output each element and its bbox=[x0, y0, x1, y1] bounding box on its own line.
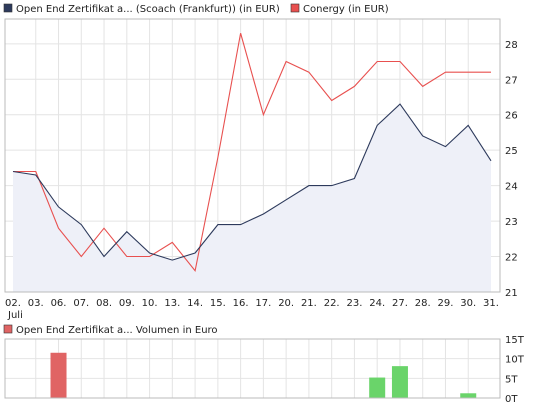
x-tick-label: 27. bbox=[392, 298, 408, 309]
legend-swatch-volume bbox=[3, 324, 13, 334]
y-tick-label: 28 bbox=[505, 40, 518, 51]
x-tick-label: 30. bbox=[460, 298, 476, 309]
price-y-axis: 21 22 23 24 25 26 27 28 bbox=[505, 40, 518, 299]
volume-bars bbox=[50, 352, 477, 398]
x-tick-label: 14. bbox=[187, 298, 203, 309]
x-tick-label: 20. bbox=[278, 298, 294, 309]
legend: Open End Zertifikat a... (Scoach (Frankf… bbox=[3, 3, 389, 15]
x-tick-label: 10. bbox=[142, 298, 158, 309]
x-tick-label: 28. bbox=[415, 298, 431, 309]
x-tick-label: 03. bbox=[28, 298, 44, 309]
x-tick-label: 15. bbox=[210, 298, 226, 309]
volume-y-tick-label: 5T bbox=[505, 374, 518, 385]
y-tick-label: 27 bbox=[505, 75, 518, 86]
legend-label-series1: Open End Zertifikat a... (Scoach (Frankf… bbox=[16, 4, 280, 15]
volume-bar bbox=[369, 377, 386, 398]
month-label: Juli bbox=[7, 310, 23, 321]
volume-y-axis: 0T 5T 10T 15T bbox=[505, 335, 525, 405]
x-tick-label: 31. bbox=[483, 298, 499, 309]
volume-chart-panel: Open End Zertifikat a... Volumen in Euro… bbox=[3, 324, 525, 405]
series2-line bbox=[13, 33, 491, 272]
x-tick-label: 22. bbox=[324, 298, 340, 309]
x-tick-label: 17. bbox=[255, 298, 271, 309]
x-tick-label: 21. bbox=[301, 298, 317, 309]
legend-label-volume: Open End Zertifikat a... Volumen in Euro bbox=[16, 325, 218, 336]
y-tick-label: 26 bbox=[505, 111, 518, 122]
volume-grid bbox=[5, 339, 500, 398]
volume-bar bbox=[460, 393, 477, 398]
x-tick-label: 16. bbox=[233, 298, 249, 309]
y-tick-label: 22 bbox=[505, 253, 518, 264]
x-tick-label: 24. bbox=[369, 298, 385, 309]
x-tick-label: 29. bbox=[438, 298, 454, 309]
x-tick-label: 09. bbox=[119, 298, 135, 309]
y-tick-label: 23 bbox=[505, 217, 518, 228]
volume-bar bbox=[50, 352, 67, 398]
price-chart-frame bbox=[4, 18, 501, 293]
legend-label-series2: Conergy (in EUR) bbox=[303, 4, 389, 15]
date-x-axis: 02. 03. 06. 07. 08. 09. 10. 13. 14. 15. 16. 17. 20. 2… bbox=[5, 298, 499, 309]
y-tick-label: 25 bbox=[505, 146, 518, 157]
volume-y-tick-label: 10T bbox=[505, 355, 525, 366]
x-tick-label: 13. bbox=[164, 298, 180, 309]
legend-swatch-series1 bbox=[3, 3, 13, 13]
series1-area bbox=[13, 104, 491, 292]
price-chart-panel: 21 22 23 24 25 26 27 28 02. 03. 06. 07. 08. 09. 10. 13… bbox=[4, 18, 518, 321]
legend-swatch-series2 bbox=[290, 3, 300, 13]
volume-bar bbox=[391, 366, 408, 398]
y-tick-label: 21 bbox=[505, 288, 518, 299]
x-tick-label: 07. bbox=[73, 298, 89, 309]
x-tick-label: 08. bbox=[96, 298, 112, 309]
x-tick-label: 06. bbox=[51, 298, 67, 309]
volume-y-tick-label: 15T bbox=[505, 335, 525, 346]
series1-line bbox=[12, 103, 492, 261]
x-tick-label: 02. bbox=[5, 298, 21, 309]
volume-y-tick-label: 0T bbox=[505, 394, 518, 405]
y-tick-label: 24 bbox=[505, 182, 518, 193]
x-tick-label: 23. bbox=[346, 298, 362, 309]
volume-chart-frame bbox=[4, 338, 501, 399]
